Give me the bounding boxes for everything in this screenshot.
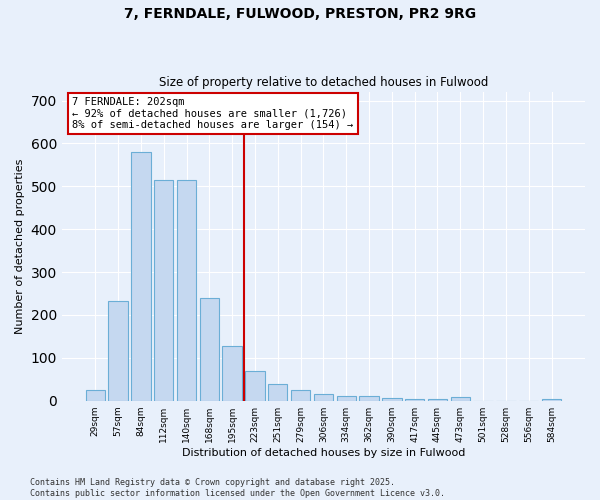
Bar [451, 398, 470, 400]
Bar [86, 390, 105, 400]
Bar [428, 398, 447, 400]
Bar [200, 298, 219, 400]
Bar [131, 152, 151, 400]
Bar [177, 180, 196, 400]
Bar [405, 398, 424, 400]
Title: Size of property relative to detached houses in Fulwood: Size of property relative to detached ho… [159, 76, 488, 90]
Text: Contains HM Land Registry data © Crown copyright and database right 2025.
Contai: Contains HM Land Registry data © Crown c… [30, 478, 445, 498]
Bar [542, 398, 561, 400]
Bar [382, 398, 401, 400]
X-axis label: Distribution of detached houses by size in Fulwood: Distribution of detached houses by size … [182, 448, 465, 458]
Bar [359, 396, 379, 400]
Text: 7, FERNDALE, FULWOOD, PRESTON, PR2 9RG: 7, FERNDALE, FULWOOD, PRESTON, PR2 9RG [124, 8, 476, 22]
Bar [245, 370, 265, 400]
Y-axis label: Number of detached properties: Number of detached properties [15, 158, 25, 334]
Bar [223, 346, 242, 401]
Bar [337, 396, 356, 400]
Bar [268, 384, 287, 400]
Text: 7 FERNDALE: 202sqm
← 92% of detached houses are smaller (1,726)
8% of semi-detac: 7 FERNDALE: 202sqm ← 92% of detached hou… [72, 96, 353, 130]
Bar [314, 394, 333, 400]
Bar [109, 301, 128, 400]
Bar [291, 390, 310, 400]
Bar [154, 180, 173, 400]
